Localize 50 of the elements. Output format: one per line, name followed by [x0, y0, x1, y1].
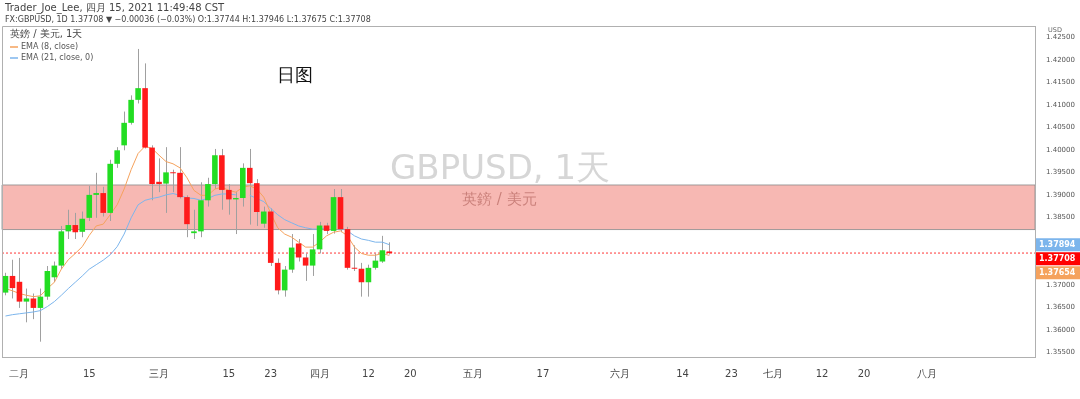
x-tick-label: 七月	[763, 367, 784, 379]
x-tick-label: 15	[82, 367, 96, 379]
x-tick-label: 15	[222, 367, 236, 379]
candlestick	[114, 146, 120, 169]
text: 1.37894	[1039, 239, 1076, 249]
ref-line-label: 1.37708	[1039, 253, 1076, 263]
candlestick	[163, 146, 169, 214]
candlestick	[2, 272, 9, 296]
candlestick	[79, 211, 86, 238]
x-tick-label: 23	[725, 367, 738, 379]
x-tick-label: 23	[264, 367, 278, 379]
candlestick	[30, 293, 37, 320]
candlestick	[205, 177, 211, 208]
candlestick	[23, 288, 30, 323]
x-tick-label: 三月	[149, 367, 170, 379]
x-tick-label: 14	[676, 367, 689, 379]
candlestick	[86, 185, 93, 222]
candlestick	[135, 48, 141, 104]
x-tick-label: 12	[815, 367, 829, 379]
candlestick	[121, 111, 127, 151]
legend-label: EMA (8, close)	[21, 42, 78, 52]
candlestick	[16, 257, 23, 309]
x-tick-label: 八月	[916, 367, 937, 379]
candlestick	[226, 183, 232, 216]
x-tick-label: 六月	[609, 367, 630, 379]
x-tick-label: 17	[536, 367, 550, 379]
text: 日图	[277, 63, 313, 85]
candlestick	[246, 148, 253, 226]
text: Trader_Joe_Lee, 四月 15, 2021 11:49:48 CST	[4, 1, 226, 14]
candlestick	[72, 212, 79, 240]
candlestick	[93, 172, 100, 219]
legend-label: EMA (21, close, 0)	[21, 53, 94, 63]
x-tick-label: 四月	[309, 367, 330, 379]
x-tick-label: 二月	[9, 367, 30, 379]
candlestick	[309, 233, 316, 277]
candlestick	[386, 241, 393, 256]
candlestick	[170, 169, 176, 193]
candlestick	[191, 209, 197, 240]
candlestick	[379, 235, 386, 264]
x-tick-label: 20	[403, 367, 417, 379]
x-tick-label: 12	[362, 367, 375, 379]
candlestick	[260, 206, 267, 229]
annotation: 英鎊 / 美元, 1天	[10, 27, 83, 39]
candlestick	[100, 186, 106, 217]
x-tick-label: 五月	[463, 367, 484, 379]
candlestick	[302, 252, 309, 282]
x-tick-label: 20	[857, 367, 871, 379]
text: FX:GBPUSD, 1D 1.37708 ▼ −0.00036 (−0.03%) O:1.37744 H:1.37946 L:1.37675 C:1.37708	[5, 15, 371, 25]
candlestick	[128, 94, 134, 126]
text: 1.37654	[1039, 267, 1076, 277]
